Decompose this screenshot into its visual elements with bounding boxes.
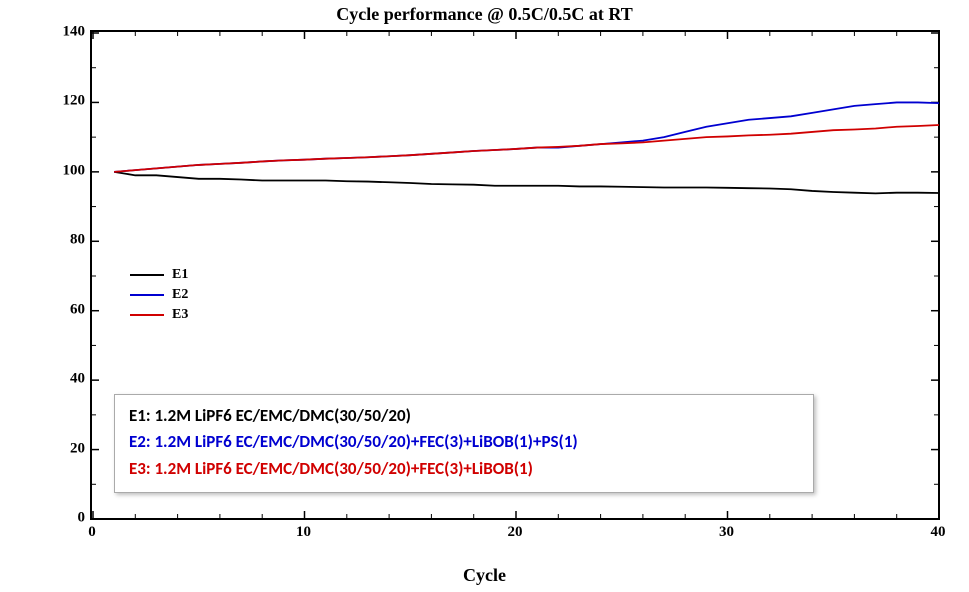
series-E1: [114, 172, 939, 194]
legend-short-item: E1: [130, 265, 188, 285]
legend-short-item: E2: [130, 285, 188, 305]
y-tick-label: 20: [45, 440, 85, 457]
legend-swatch: [130, 294, 164, 296]
x-tick-label: 30: [707, 524, 747, 541]
y-tick-label: 60: [45, 301, 85, 318]
chart-container: Cycle performance @ 0.5C/0.5C at RT Capa…: [0, 0, 969, 592]
y-tick-label: 140: [45, 24, 85, 41]
y-tick-label: 120: [45, 93, 85, 110]
x-axis-label: Cycle: [0, 565, 969, 586]
legend-short-label: E3: [172, 307, 188, 323]
legend-box: E1: 1.2M LiPF6 EC/EMC/DMC(30/50/20)E2: 1…: [114, 394, 814, 493]
legend-swatch: [130, 314, 164, 316]
legend-short-label: E1: [172, 267, 188, 283]
x-tick-label: 0: [72, 524, 112, 541]
legend-short-item: E3: [130, 305, 188, 325]
x-tick-label: 20: [495, 524, 535, 541]
series-E3: [114, 125, 939, 172]
chart-title: Cycle performance @ 0.5C/0.5C at RT: [0, 4, 969, 25]
legend-box-item: E3: 1.2M LiPF6 EC/EMC/DMC(30/50/20)+FEC(…: [129, 456, 799, 482]
legend-short-label: E2: [172, 287, 188, 303]
series-E2: [114, 102, 939, 171]
x-tick-label: 10: [284, 524, 324, 541]
y-tick-label: 100: [45, 162, 85, 179]
x-tick-label: 40: [918, 524, 958, 541]
y-tick-label: 80: [45, 232, 85, 249]
legend-box-item: E1: 1.2M LiPF6 EC/EMC/DMC(30/50/20): [129, 403, 799, 429]
legend-swatch: [130, 274, 164, 276]
y-tick-label: 40: [45, 371, 85, 388]
legend-box-item: E2: 1.2M LiPF6 EC/EMC/DMC(30/50/20)+FEC(…: [129, 429, 799, 455]
legend-short: E1 E2 E3: [130, 265, 188, 325]
